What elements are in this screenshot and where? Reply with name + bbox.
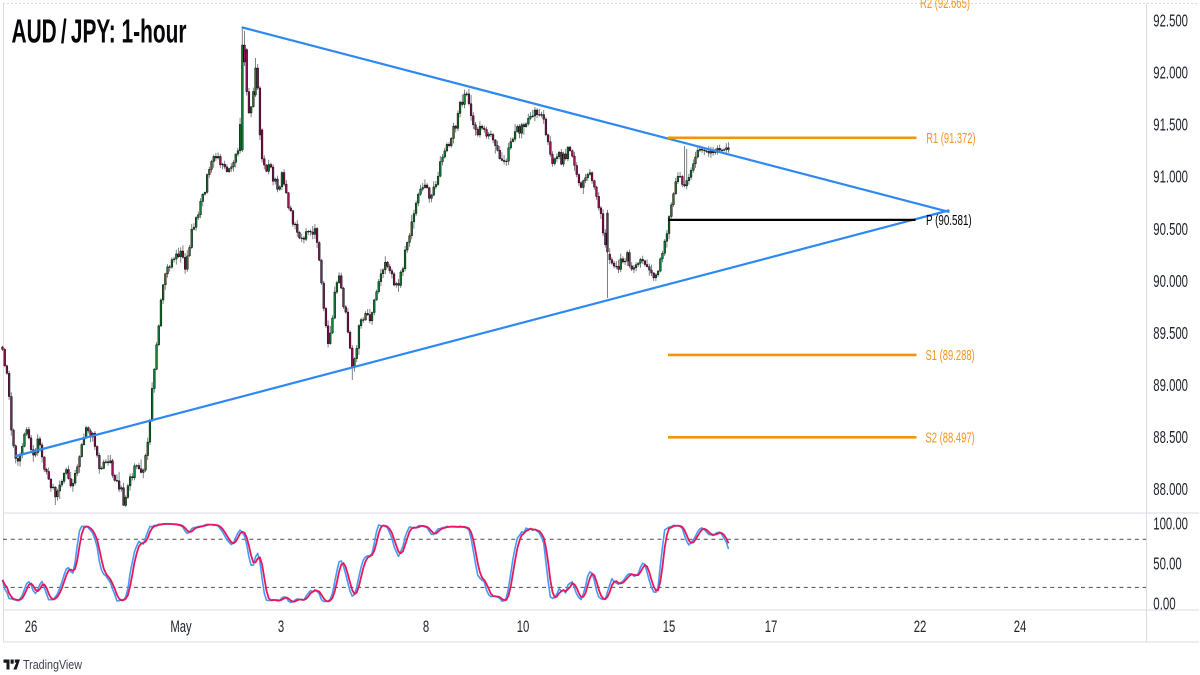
svg-text:91.000: 91.000 bbox=[1153, 167, 1188, 187]
svg-text:15: 15 bbox=[663, 617, 676, 636]
svg-text:89.000: 89.000 bbox=[1153, 375, 1188, 395]
svg-text:May: May bbox=[170, 617, 192, 636]
svg-text:90.500: 90.500 bbox=[1153, 219, 1188, 239]
svg-text:R1 (91.372): R1 (91.372) bbox=[926, 131, 975, 147]
svg-text:92.000: 92.000 bbox=[1153, 63, 1188, 83]
svg-text:90.000: 90.000 bbox=[1153, 271, 1188, 291]
svg-text:3: 3 bbox=[278, 617, 284, 636]
svg-text:91.500: 91.500 bbox=[1153, 115, 1188, 135]
svg-text:24: 24 bbox=[1014, 617, 1027, 636]
svg-text:22: 22 bbox=[914, 617, 927, 636]
svg-text:8: 8 bbox=[423, 617, 429, 636]
svg-text:17: 17 bbox=[765, 617, 778, 636]
svg-text:88.000: 88.000 bbox=[1153, 479, 1188, 499]
svg-text:100.00: 100.00 bbox=[1153, 514, 1188, 534]
svg-text:89.500: 89.500 bbox=[1153, 323, 1188, 343]
svg-text:0.00: 0.00 bbox=[1153, 594, 1175, 614]
svg-text:P (90.581): P (90.581) bbox=[926, 213, 972, 229]
svg-text:50.00: 50.00 bbox=[1153, 553, 1181, 573]
svg-text:88.500: 88.500 bbox=[1153, 427, 1188, 447]
svg-text:92.500: 92.500 bbox=[1153, 11, 1188, 31]
svg-text:R2 (92.665): R2 (92.665) bbox=[920, 0, 970, 12]
svg-text:10: 10 bbox=[517, 617, 530, 636]
svg-text:S1 (89.288): S1 (89.288) bbox=[926, 348, 975, 364]
svg-text:26: 26 bbox=[25, 617, 38, 636]
svg-text:AUD / JPY: 1-hour: AUD / JPY: 1-hour bbox=[12, 13, 187, 50]
svg-text:S2 (88.497): S2 (88.497) bbox=[926, 431, 975, 447]
svg-text:TradingView: TradingView bbox=[23, 657, 82, 672]
